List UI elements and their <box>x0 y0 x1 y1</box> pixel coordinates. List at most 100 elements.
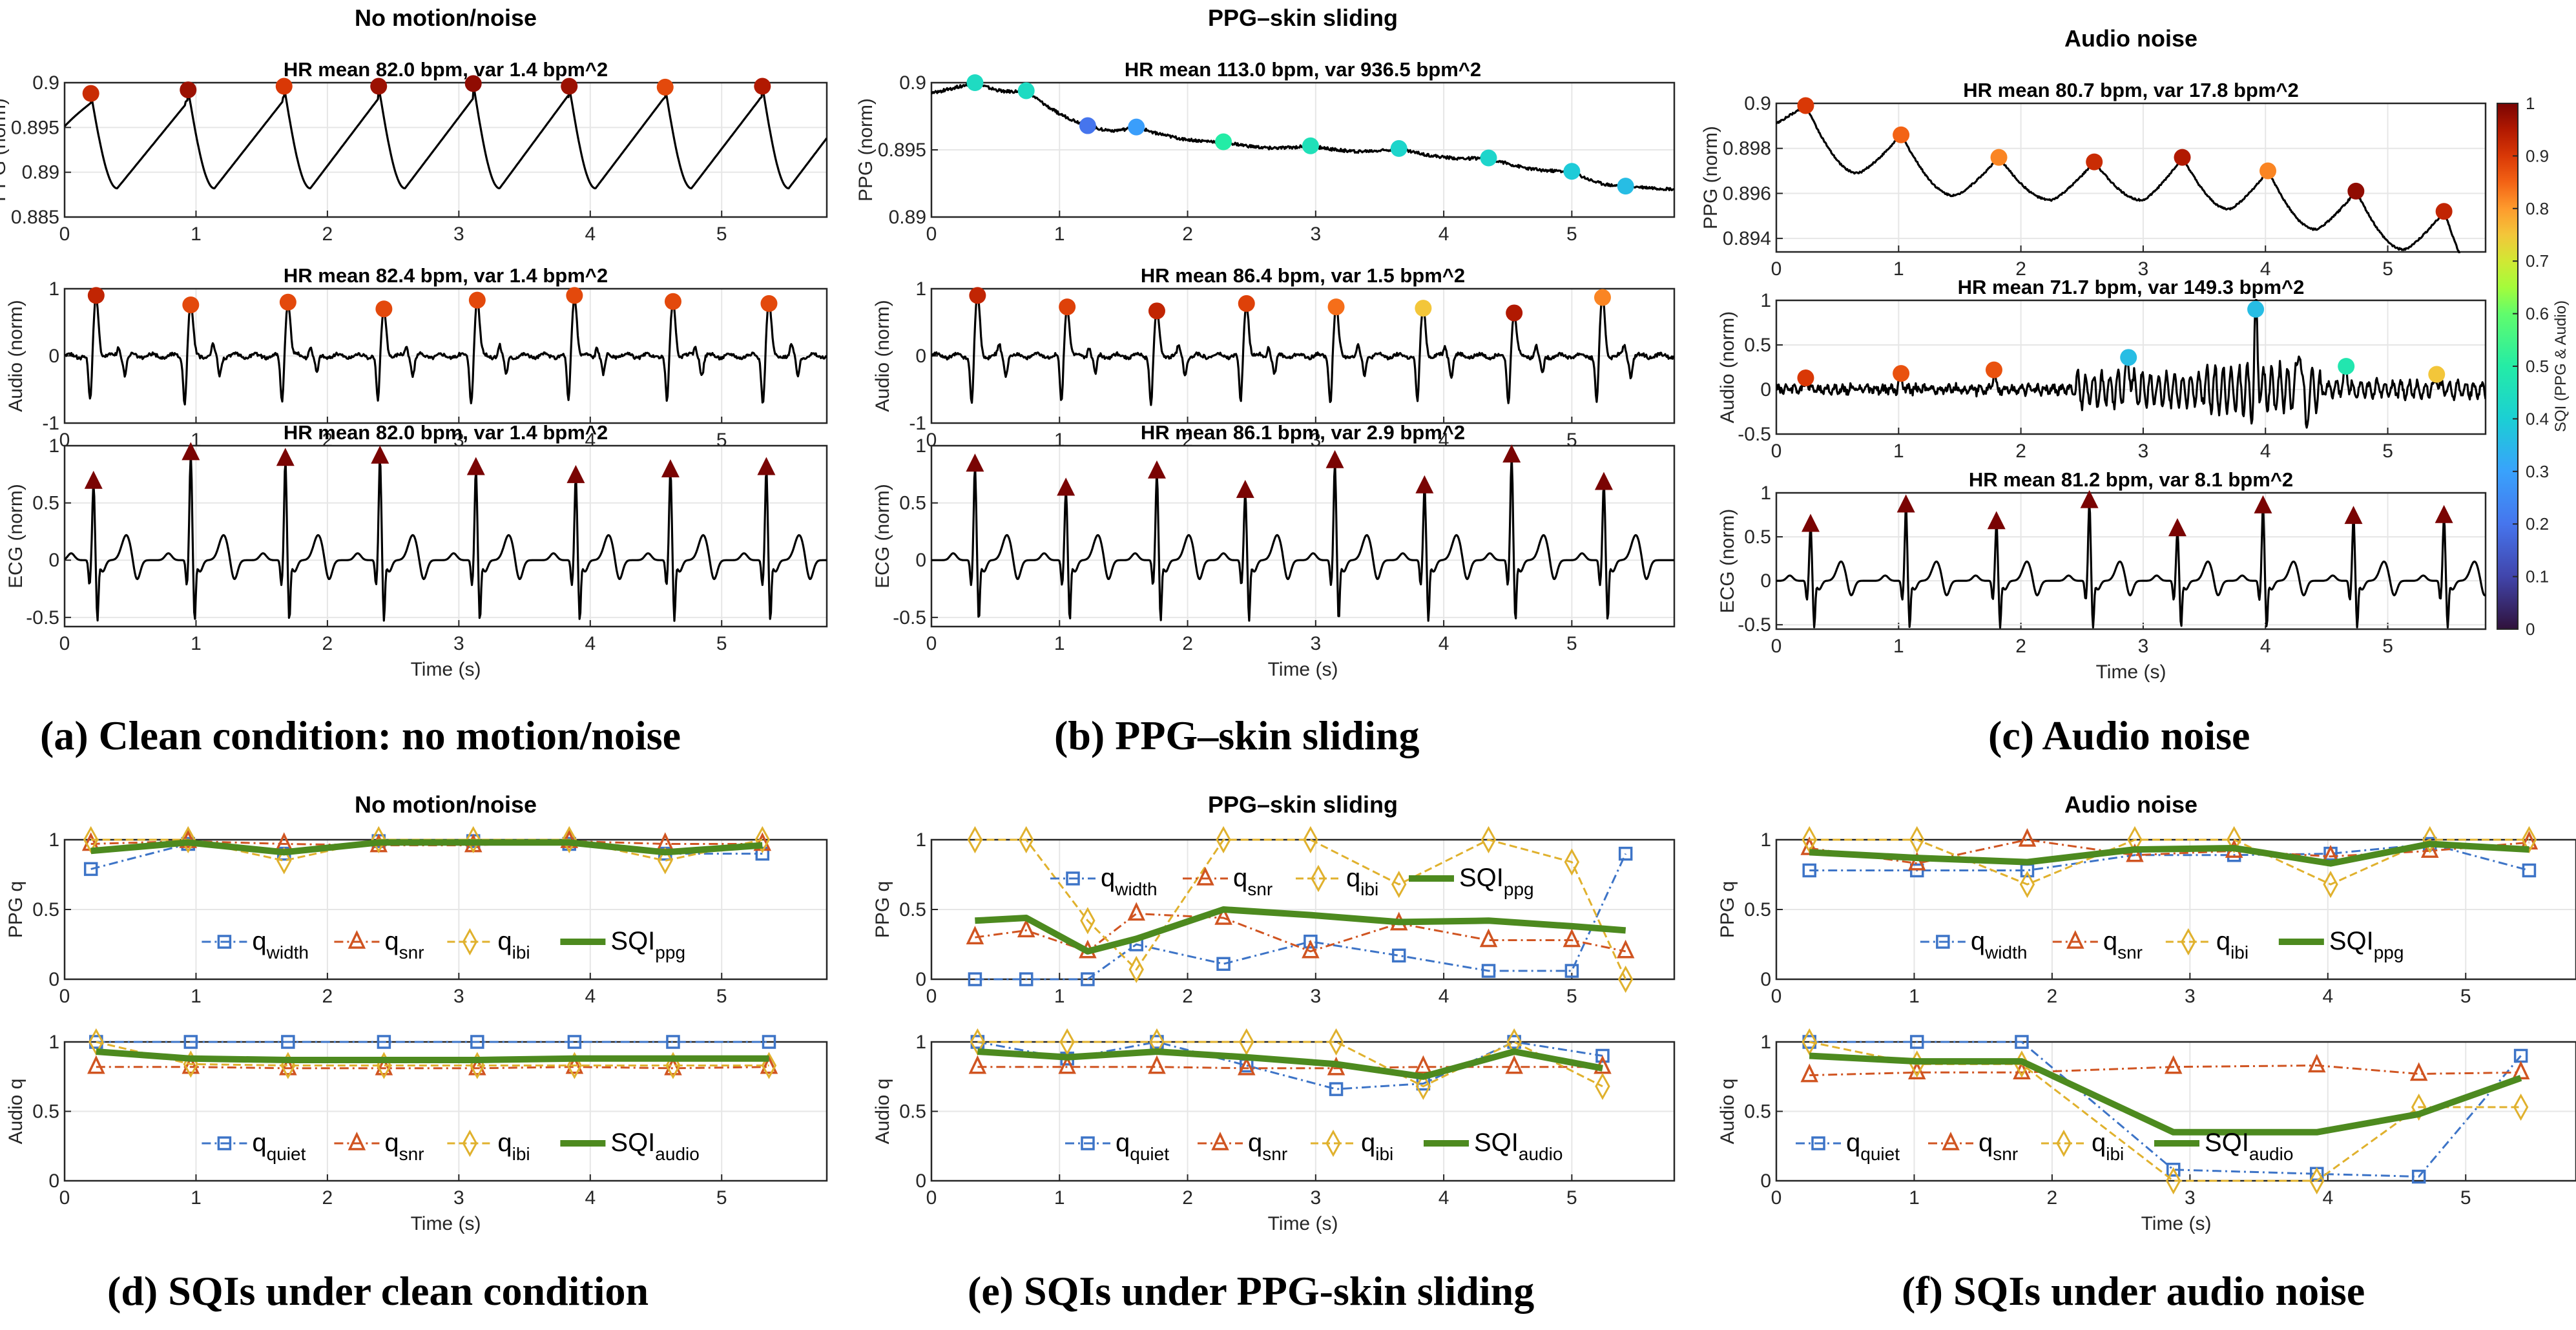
peak-marker-dot <box>82 85 99 102</box>
series-marker-diamond <box>466 826 481 854</box>
signal-line <box>931 81 1674 192</box>
y-axis-label: PPG (norm) <box>855 98 877 202</box>
subplot-title: HR mean 71.7 bpm, var 149.3 bpm^2 <box>1958 276 2305 298</box>
peak-marker-triangle <box>566 464 585 483</box>
series-marker-diamond <box>1311 864 1326 893</box>
series-marker-diamond <box>1239 1028 1254 1056</box>
y-tick-label: 0.9 <box>1744 93 1771 114</box>
series-marker-triangle <box>1214 906 1232 925</box>
x-tick-label: 5 <box>716 223 727 245</box>
peak-marker-triangle <box>1415 475 1434 494</box>
peak-marker-dot <box>966 74 984 91</box>
series-marker-diamond <box>2422 826 2438 854</box>
subplot-audio-q: 0 1 2 3 4 5 0 0.5 1 Audio q qquiet qsnr qibi SQIaudio… <box>5 1028 828 1234</box>
peak-marker-dot <box>754 78 771 95</box>
figure-title: PPG–skin sliding <box>1208 791 1398 818</box>
subplot-ppg: 0 1 2 3 4 5 0.89 0.895 0.9 PPG (norm) HR mean 113.… <box>855 58 1676 245</box>
y-tick-label: 0 <box>48 346 59 367</box>
colorbar-tick-label: 0.1 <box>2526 567 2549 587</box>
legend-label-quiet: qquiet <box>1846 1128 1900 1164</box>
figure-title: No motion/noise <box>355 5 537 31</box>
y-tick-label: 0.5 <box>1744 899 1771 920</box>
series-marker-square <box>2015 1035 2029 1049</box>
caption-d: (d) SQIs under clean condition <box>107 1268 649 1314</box>
series-marker-diamond <box>1019 826 1034 854</box>
peak-marker-dot <box>2347 182 2365 200</box>
legend-label-audio: SQIaudio <box>610 1128 699 1164</box>
series-marker-square <box>83 862 98 877</box>
series-snr <box>966 902 1635 959</box>
x-tick-label: 5 <box>2460 1187 2471 1209</box>
x-tick-label: 4 <box>585 1187 596 1209</box>
y-tick-label: 0.5 <box>32 1101 59 1123</box>
series-marker-square <box>217 935 232 949</box>
y-tick-label: 0.885 <box>11 207 59 228</box>
series-marker-square <box>1019 972 1034 986</box>
series-marker-square <box>1802 863 1816 878</box>
axes-box <box>930 444 1676 628</box>
series-line <box>96 1048 769 1063</box>
subplot-ppg-q: 0 1 2 3 4 5 0 0.5 1 PPG q qwidth qsnr qibi SQIppg <box>5 826 828 1007</box>
series-ppg <box>975 906 1626 955</box>
series-marker-square <box>1329 1082 1344 1096</box>
grid <box>1776 492 2486 629</box>
series-ibi <box>967 826 1634 993</box>
peak-marker-dot <box>760 295 778 312</box>
y-tick-label: 0.895 <box>11 117 59 138</box>
y-tick-label: 1 <box>1760 1032 1771 1053</box>
series-marker-triangle <box>1148 1055 1166 1074</box>
y-tick-label: 1 <box>48 1032 59 1053</box>
x-tick-label: 4 <box>1439 1187 1449 1209</box>
series-marker-square <box>1909 863 1924 878</box>
series-marker-square <box>377 1035 391 1049</box>
x-tick-label: 4 <box>2322 1187 2333 1209</box>
legend-label-width: qwidth <box>252 927 309 962</box>
y-tick-label: -1 <box>909 413 926 434</box>
figure-f: Audio noise 0 1 2 3 4 5 0 0.5 1 PPG q qwidth qsnr qib… <box>1717 791 2576 1234</box>
peak-marker-triangle <box>1594 472 1613 490</box>
legend-label-ppg: SQIppg <box>1459 864 1534 899</box>
peak-marker-dot <box>2120 349 2137 366</box>
x-tick-label: 2 <box>322 1187 333 1209</box>
x-tick-label: 2 <box>2015 441 2026 462</box>
peak-marker-triangle <box>1147 460 1166 479</box>
peak-marker-dot <box>566 287 583 304</box>
x-tick-label: 3 <box>2185 1187 2196 1209</box>
x-tick-label: 5 <box>1566 1187 1577 1209</box>
y-tick-label: 0.5 <box>1744 1101 1771 1123</box>
x-tick-label: 0 <box>926 1187 937 1209</box>
legend-label-snr: qsnr <box>1979 1128 2018 1164</box>
subplot-ppg: 0 1 2 3 4 5 0.894 0.896 0.898 0.9 PPG (norm) HR mea… <box>1700 79 2487 280</box>
legend-label-quiet: qquiet <box>252 1128 306 1164</box>
peak-marker-dot <box>1594 289 1611 306</box>
x-tick-label: 2 <box>2015 636 2026 657</box>
x-tick-label: 4 <box>585 986 596 1007</box>
figure-title: No motion/noise <box>355 791 537 818</box>
x-tick-label: 5 <box>1566 633 1577 654</box>
figure-title: PPG–skin sliding <box>1208 5 1398 31</box>
x-tick-label: 5 <box>2382 636 2393 657</box>
y-tick-label: 0.89 <box>889 207 926 228</box>
colorbar: 0 0.1 0.2 0.3 0.4 0.5 0.6 0.7 0.8 0.9 1 SQI (PPG &… <box>2497 94 2570 639</box>
x-tick-label: 5 <box>716 1187 727 1209</box>
y-tick-label: 0 <box>1760 379 1771 400</box>
signal-line <box>931 294 1674 406</box>
y-axis-label: PPG (norm) <box>0 98 10 202</box>
y-tick-label: 0.5 <box>899 899 926 920</box>
x-tick-label: 3 <box>1310 986 1321 1007</box>
series-marker-square <box>1081 972 1095 986</box>
series-marker-square <box>1595 1048 1610 1063</box>
subplot-title: HR mean 113.0 bpm, var 936.5 bpm^2 <box>1125 58 1481 81</box>
series-marker-square <box>1811 1136 1825 1150</box>
colorbar-tick-label: 0 <box>2526 619 2535 639</box>
peak-marker-dot <box>1797 369 1814 387</box>
y-tick-label: 0.9 <box>32 72 59 94</box>
legend-label-ibi: qibi <box>497 1128 530 1164</box>
series-marker-diamond <box>2521 826 2537 854</box>
y-tick-label: 0 <box>915 346 926 367</box>
colorbar-tick-label: 0.3 <box>2526 462 2549 481</box>
peak-marker-triangle <box>466 457 485 475</box>
series-marker-square <box>1216 957 1231 971</box>
series-marker-triangle <box>1127 902 1146 921</box>
